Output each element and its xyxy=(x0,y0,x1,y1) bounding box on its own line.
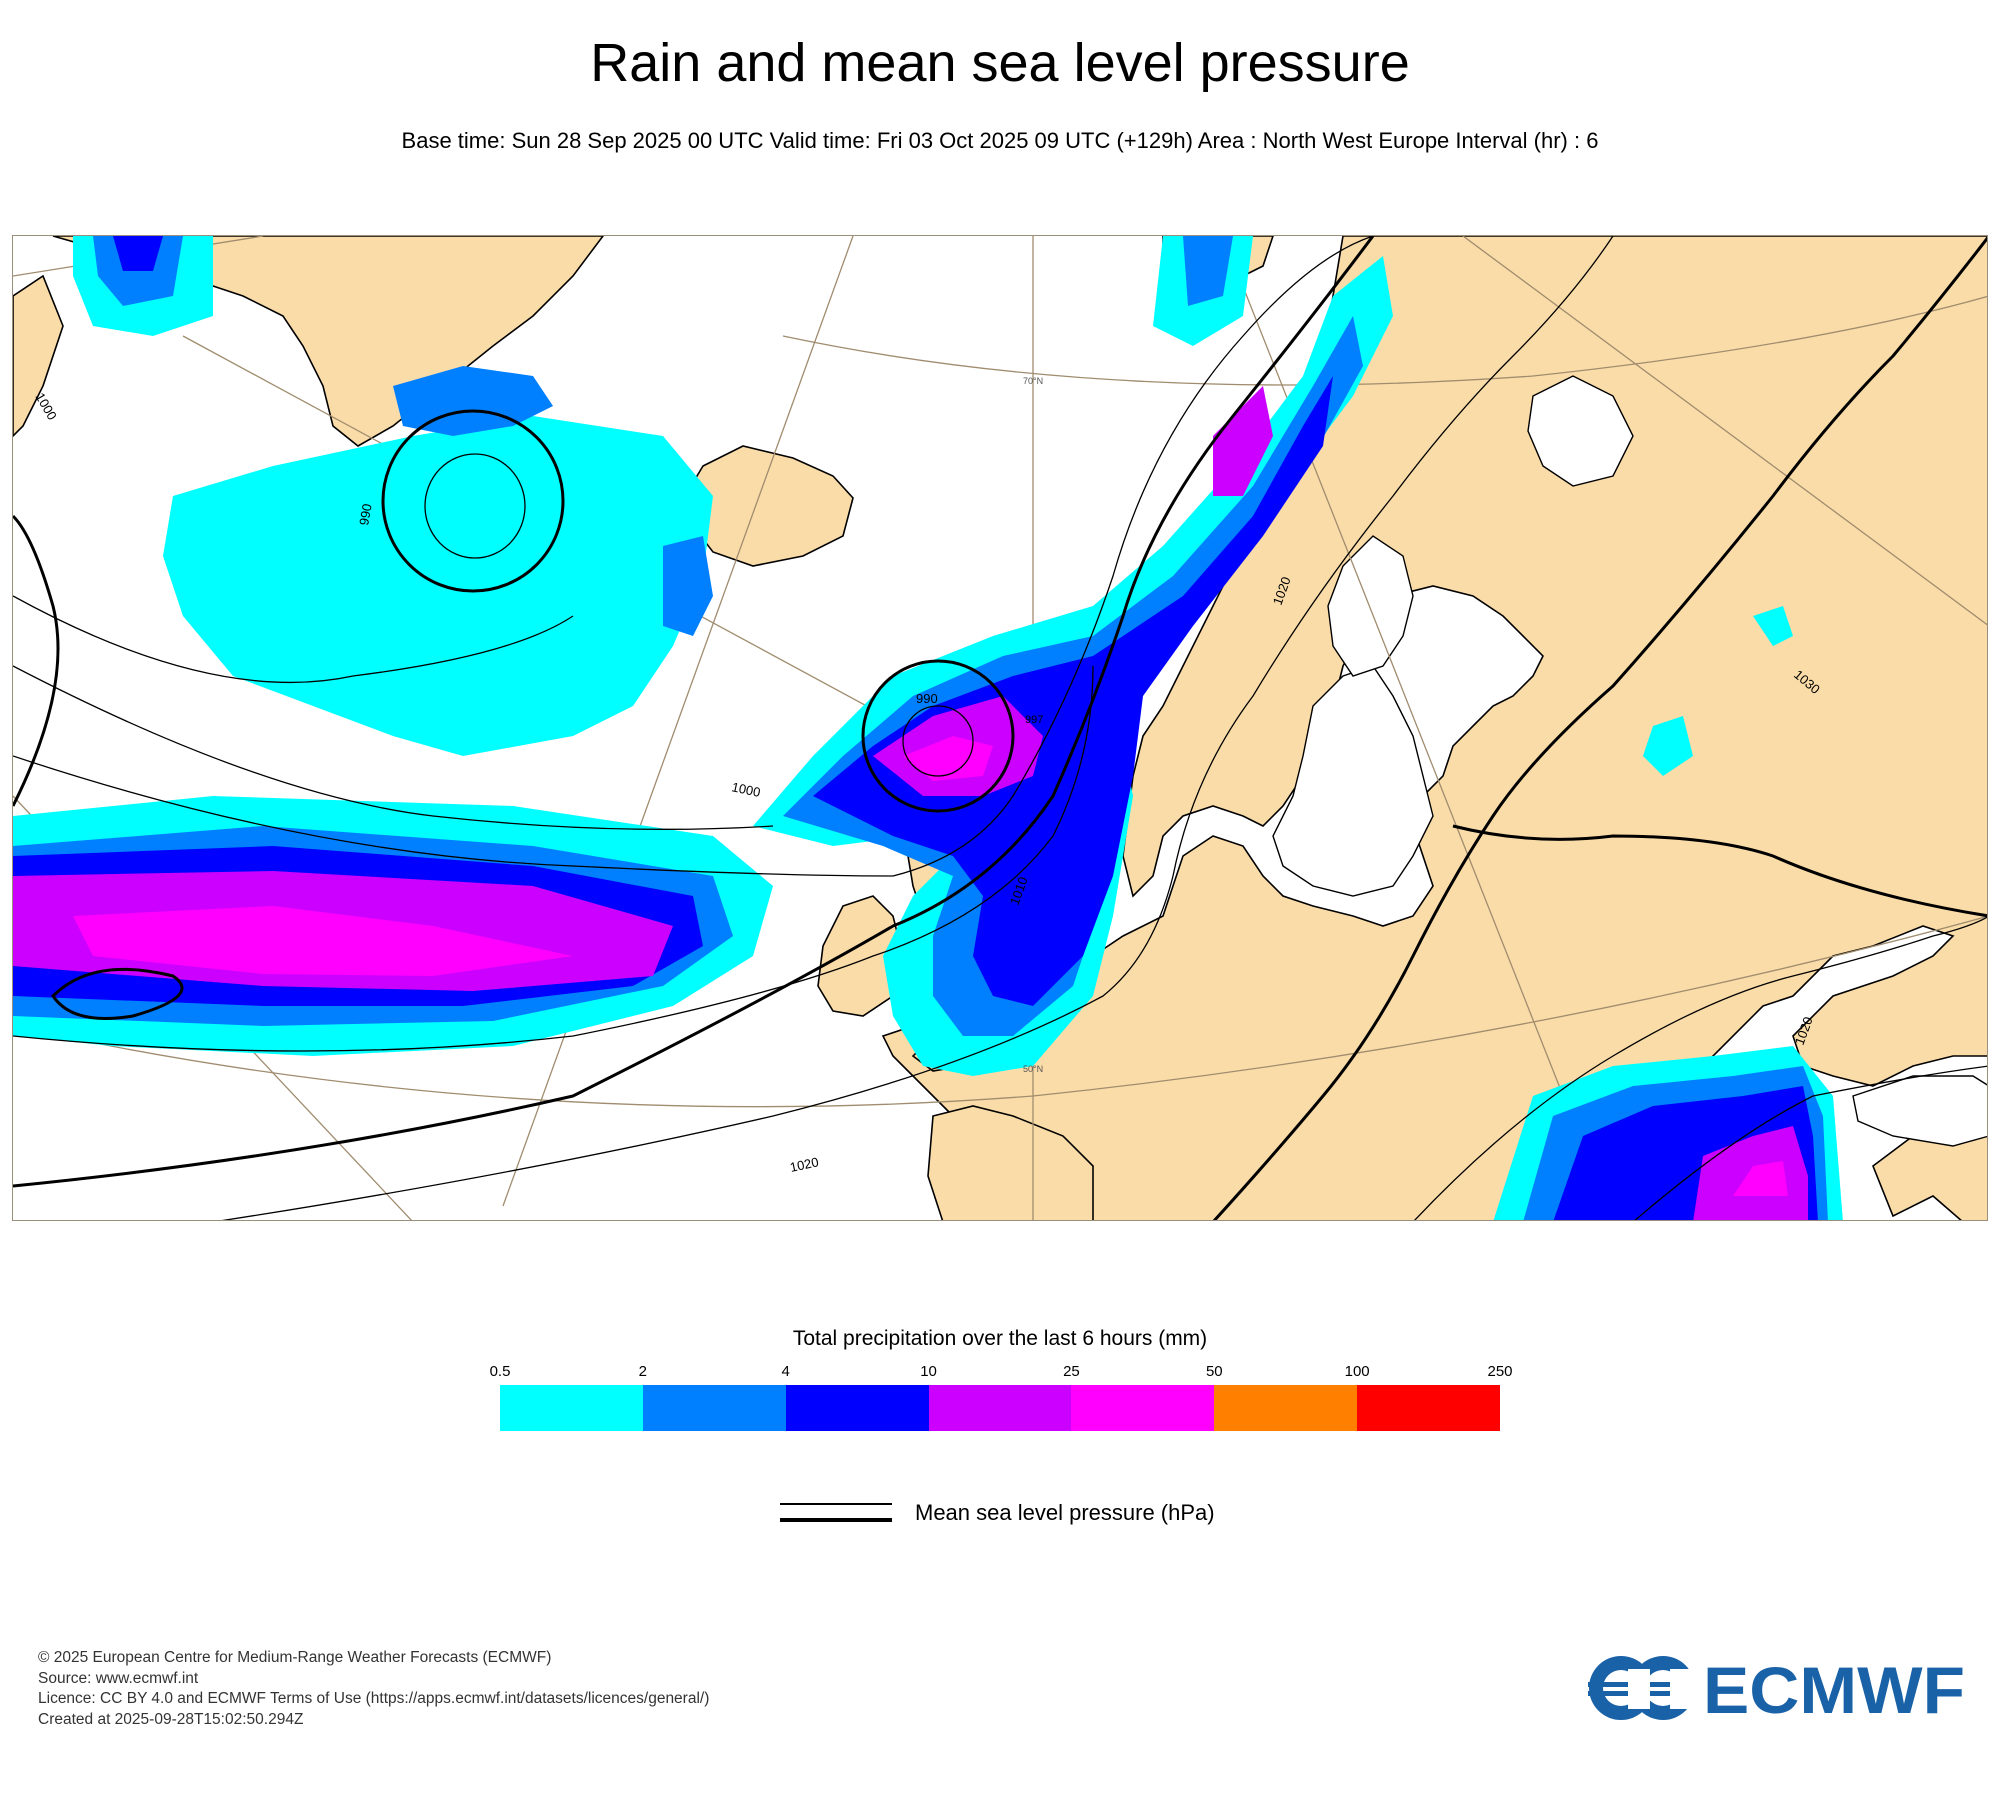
isobar-legend-swatch xyxy=(780,1500,892,1524)
colorbar-segment xyxy=(1214,1385,1358,1431)
source-text: Source: www.ecmwf.int xyxy=(38,1669,199,1687)
colorbar-segment xyxy=(1357,1385,1501,1431)
low-norwegian-sea xyxy=(861,659,1015,813)
eurasia xyxy=(881,236,1987,1220)
isobars xyxy=(13,236,1987,1220)
colorbar-tick-label: 25 xyxy=(1063,1363,1080,1380)
baltic-sea xyxy=(1272,665,1434,897)
colorbar-tick-label: 50 xyxy=(1205,1363,1223,1380)
colorbar-segment xyxy=(928,1385,1072,1431)
precipitation xyxy=(13,236,1843,1220)
colorbar xyxy=(500,1385,1501,1431)
isobar-label: 990 xyxy=(916,691,938,706)
inland-water xyxy=(1272,375,1987,1147)
low-greenland xyxy=(381,409,565,593)
isobar-label: 1000 xyxy=(730,779,761,800)
ecmwf-logo: ECMWF xyxy=(1588,1653,1968,1727)
map-svg: 1000 990 1000 990 1010 1020 1020 1030 10… xyxy=(13,236,1987,1220)
gulf-of-bothnia xyxy=(1327,535,1414,677)
legend-title: Total precipitation over the last 6 hour… xyxy=(792,1327,1208,1350)
chart-title: Rain and mean sea level pressure xyxy=(590,33,1410,93)
isobar-label: 997 xyxy=(1025,714,1043,726)
thin-isobar-line xyxy=(780,1503,892,1505)
created-text: Created at 2025-09-28T15:02:50.294Z xyxy=(38,1710,304,1728)
weather-map[interactable]: 1000 990 1000 990 1010 1020 1020 1030 10… xyxy=(12,235,1988,1221)
colorbar-segment xyxy=(785,1385,929,1431)
colorbar-segment xyxy=(500,1385,643,1431)
lat-label-50: 50°N xyxy=(1023,1064,1043,1074)
thick-isobar-line xyxy=(780,1518,892,1522)
isobar-label: 1000 xyxy=(32,390,59,423)
licence-text: Licence: CC BY 4.0 and ECMWF Terms of Us… xyxy=(38,1690,710,1707)
isobar-legend-label: Mean sea level pressure (hPa) xyxy=(915,1500,1215,1525)
greenland-west-coast xyxy=(13,274,64,438)
colorbar-tick-label: 0.5 xyxy=(489,1363,511,1380)
ecmwf-logo-text: ECMWF xyxy=(1703,1655,1965,1721)
france-brittany xyxy=(927,1105,1094,1220)
white-sea xyxy=(1527,375,1634,487)
ecmwf-logo-icon xyxy=(1588,1656,1700,1720)
chart-subtitle: Base time: Sun 28 Sep 2025 00 UTC Valid … xyxy=(401,128,1599,153)
black-sea xyxy=(1852,1075,1987,1147)
graticule-labels: 70°N 50°N xyxy=(1023,376,1043,1074)
lat-label-70: 70°N xyxy=(1023,376,1043,386)
isobar-label: 1020 xyxy=(789,1154,820,1175)
colorbar-segment xyxy=(642,1385,786,1431)
isobar-labels: 1000 990 1000 990 1010 1020 1020 1030 10… xyxy=(32,390,1822,1175)
isobar-label: 990 xyxy=(356,503,375,527)
footer: © 2025 European Centre for Medium-Range … xyxy=(38,1648,709,1730)
colorbar-tick-label: 100 xyxy=(1344,1363,1370,1380)
colorbar-tick-label: 2 xyxy=(638,1363,648,1380)
colorbar-tick-label: 4 xyxy=(781,1363,790,1380)
colorbar-tick-label: 10 xyxy=(920,1363,937,1380)
copyright-text: © 2025 European Centre for Medium-Range … xyxy=(38,1649,552,1666)
colorbar-tick-label: 250 xyxy=(1487,1363,1513,1380)
colorbar-segment xyxy=(1071,1385,1215,1431)
